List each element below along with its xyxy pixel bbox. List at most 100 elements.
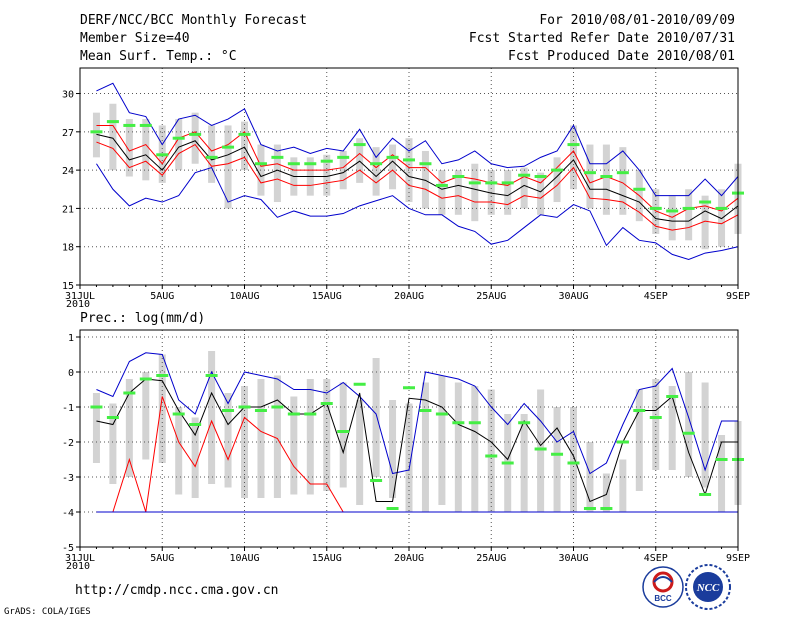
precip-box xyxy=(701,382,709,488)
precip-ytick-label: -1 xyxy=(62,403,74,414)
temp-median-mark xyxy=(123,123,136,127)
precip-median-mark xyxy=(304,412,317,416)
temp-median-mark xyxy=(386,155,399,159)
forecast-produced-date: Fcst Produced Date 2010/08/01 xyxy=(508,49,735,64)
temperature-panel: 15 18 21 24 27 30 31JUL 5AUG 10AUG 15AUG 20AUG 25AU… xyxy=(62,67,750,302)
temp-median-mark xyxy=(337,155,350,159)
temp-xtick-label: 5AUG xyxy=(150,291,174,302)
temp-box xyxy=(718,189,726,247)
precip-median-mark xyxy=(320,402,333,405)
temp-ytick-label: 21 xyxy=(62,204,74,215)
temp-median-mark xyxy=(518,173,531,177)
temp-median-mark xyxy=(715,206,728,210)
precip-ytick-label: 0 xyxy=(68,368,74,379)
temp-median-mark xyxy=(205,155,218,159)
precip-median-mark xyxy=(666,395,679,398)
temp-series-ensemble-min xyxy=(96,163,739,260)
temp-median-mark xyxy=(238,132,251,136)
precip-series-ensemble-mean xyxy=(96,378,738,503)
precip-median-mark xyxy=(189,423,202,426)
temp-box xyxy=(224,125,232,209)
precip-box xyxy=(602,473,610,512)
temp-year-label: 2010 xyxy=(66,299,90,310)
precip-box xyxy=(109,403,117,484)
precip-series-ensemble-max xyxy=(96,352,738,475)
precip-median-mark xyxy=(370,479,383,482)
temp-xtick-label: 31JUL xyxy=(65,291,95,302)
precip-median-mark xyxy=(287,412,300,416)
precip-median-mark xyxy=(205,374,218,377)
precip-ytick-label: -3 xyxy=(62,473,74,484)
temp-box xyxy=(471,163,479,222)
temp-box xyxy=(175,119,183,171)
forecast-start-date: Fcst Started Refer Date 2010/07/31 xyxy=(469,31,735,46)
temp-median-mark xyxy=(189,132,202,136)
precip-median-mark xyxy=(682,431,695,435)
temp-median-mark xyxy=(419,162,432,166)
precip-box xyxy=(520,414,528,512)
temp-median-mark xyxy=(534,175,547,178)
precip-box xyxy=(537,389,545,512)
temp-median-mark xyxy=(222,145,235,149)
temp-xtick-label: 30AUG xyxy=(558,291,588,302)
temp-box xyxy=(421,150,429,209)
temp-series-mean-sd xyxy=(96,124,739,218)
precip-median-mark xyxy=(353,382,366,386)
precip-median-mark xyxy=(699,493,712,496)
precip-xtick-label: 4SEP xyxy=(644,553,668,564)
temp-xtick-label: 25AUG xyxy=(476,291,506,302)
precip-box xyxy=(471,386,479,512)
precip-box xyxy=(389,400,397,498)
precip-ytick-label: -4 xyxy=(62,508,74,519)
precip-median-mark xyxy=(435,412,448,416)
precip-median-mark xyxy=(139,377,152,381)
precip-box xyxy=(208,351,216,484)
precip-median-mark xyxy=(419,409,432,412)
temp-median-mark xyxy=(682,206,695,210)
precip-ytick-label: -5 xyxy=(62,543,74,554)
temp-box xyxy=(323,154,331,196)
precip-median-mark xyxy=(452,421,465,425)
temp-box xyxy=(438,170,446,215)
precip-xtick-label: 5AUG xyxy=(150,553,174,564)
temp-box xyxy=(586,144,594,209)
precip-box xyxy=(438,375,446,505)
temp-box xyxy=(191,112,199,164)
temp-median-mark xyxy=(567,143,580,147)
precip-box xyxy=(586,442,594,512)
precip-median-mark xyxy=(156,374,169,377)
temp-xtick-label: 4SEP xyxy=(644,291,668,302)
temp-series-mean-sd xyxy=(96,141,739,231)
bcc-logo: BCC xyxy=(642,566,684,608)
temp-median-mark xyxy=(485,181,498,185)
temp-box xyxy=(273,144,281,203)
temp-median-mark xyxy=(172,136,185,140)
precip-median-mark xyxy=(106,416,119,419)
temp-xtick-label: 20AUG xyxy=(394,291,424,302)
temp-box xyxy=(241,121,248,171)
temp-median-mark xyxy=(699,200,712,204)
temp-median-mark xyxy=(649,206,662,210)
precip-median-mark xyxy=(222,409,235,412)
temp-box xyxy=(553,157,561,203)
precip-box xyxy=(224,393,232,488)
precip-box xyxy=(257,379,265,498)
temp-box xyxy=(520,167,528,209)
temp-box xyxy=(537,172,545,215)
precip-box xyxy=(356,400,364,505)
source-url[interactable]: http://cmdp.ncc.cma.gov.cn xyxy=(75,583,279,598)
precip-xtick-label: 20AUG xyxy=(394,553,424,564)
temp-median-mark xyxy=(370,162,383,166)
temp-median-mark xyxy=(320,159,333,163)
precip-box xyxy=(125,379,133,477)
temp-median-mark xyxy=(666,209,679,213)
temp-box xyxy=(454,170,462,215)
temp-median-mark xyxy=(156,153,169,157)
precip-median-mark xyxy=(633,409,646,412)
temp-xtick-label: 10AUG xyxy=(229,291,259,302)
member-size: Member Size=40 xyxy=(80,31,190,46)
precip-box xyxy=(191,417,199,498)
temp-box xyxy=(504,170,512,215)
precip-median-mark xyxy=(534,447,547,451)
